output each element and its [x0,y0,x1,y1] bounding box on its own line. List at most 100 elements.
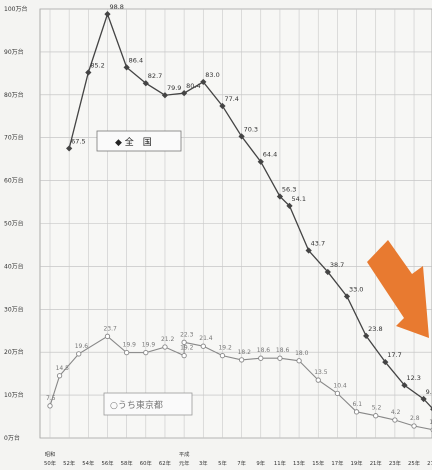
data-label-tokyo: 23.7 [103,325,117,332]
data-label-national: 17.7 [387,351,401,359]
data-label-national: 64.4 [263,151,277,159]
series-point-national [161,92,169,99]
y-tick-label: 70万台 [4,134,24,142]
x-tick-label: 60年 [140,459,153,467]
legend-box-tokyo [103,392,193,416]
data-label-tokyo: 18.2 [238,349,252,356]
y-tick-label: 10万台 [4,391,24,399]
series-point-tokyo [219,352,226,359]
data-label-tokyo: 1.9 [429,419,432,426]
series-point-national [123,64,130,71]
x-era-label: 昭和 [45,450,56,458]
series-point-national [219,102,226,110]
data-label-national: 67.5 [71,137,85,145]
y-tick-label: 0万台 [4,434,20,442]
series-point-national [66,145,73,152]
x-tick-label: 9年 [256,459,265,467]
legend-label-tokyo: ○うち東京都 [110,399,163,411]
data-label-tokyo: 19.2 [180,345,194,352]
x-era-label: 平成 [179,450,190,458]
data-label-national: 33.0 [349,285,363,293]
x-tick-label: 17年 [331,459,344,467]
data-label-national: 98.8 [109,3,123,11]
series-point-tokyo [162,344,168,350]
series-point-national [276,193,284,200]
data-label-national: 56.3 [282,185,296,193]
data-label-tokyo: 21.2 [161,336,175,343]
series-line-national [68,12,432,409]
legend-label-national: ◆ 全 国 [115,136,152,148]
series-point-tokyo [392,417,398,423]
x-tick-label: 元年 [179,459,190,467]
annotation-arrow [367,240,429,338]
series-point-national [85,69,92,76]
series-point-tokyo [373,413,379,419]
series-point-national [324,268,331,276]
series-point-tokyo [56,373,63,379]
x-tick-label: 19年 [351,459,364,467]
y-tick-label: 100万台 [4,5,27,13]
x-tick-label: 13年 [293,459,306,467]
data-label-tokyo: 19.2 [218,345,232,352]
series-point-tokyo [334,390,341,397]
data-label-tokyo: 6.1 [353,401,363,408]
data-label-national: 85.2 [90,61,104,69]
data-label-tokyo: 5.2 [372,405,382,412]
data-label-national: 80.4 [186,82,200,90]
x-tick-label: 27年 [427,459,432,467]
series-point-national [363,332,370,340]
series-point-national [401,382,408,389]
y-tick-label: 30万台 [4,305,24,313]
data-label-tokyo: 18.6 [257,347,271,354]
data-label-national: 70.3 [244,125,258,133]
data-label-national: 86.4 [129,56,143,64]
legend-box-national [96,130,182,152]
series-point-tokyo [123,349,130,356]
x-tick-label: 58年 [121,459,134,467]
series-point-national [382,358,389,366]
data-label-national: 54.1 [292,195,306,203]
data-label-national: 83.0 [205,71,219,79]
data-label-national: 77.4 [224,95,238,103]
y-tick-label: 20万台 [4,348,24,356]
series-point-tokyo [296,358,302,364]
x-tick-label: 21年 [370,459,383,467]
series-point-tokyo [47,403,53,409]
data-label-tokyo: 19.9 [142,342,156,349]
series-point-tokyo [181,352,187,359]
x-tick-label: 5年 [218,459,227,467]
series-point-tokyo [258,355,264,361]
y-tick-label: 40万台 [4,262,24,270]
series-point-national [343,293,351,300]
series-point-tokyo [181,339,187,345]
series-point-tokyo [353,409,360,415]
series-point-national [420,395,427,403]
data-label-tokyo: 4.2 [391,409,401,416]
series-point-tokyo [411,423,417,429]
x-tick-label: 11年 [274,459,287,467]
x-tick-label: 56年 [101,459,114,467]
data-label-tokyo: 22.3 [180,331,194,338]
data-label-tokyo: 18.0 [295,350,309,357]
series-point-national [181,89,188,97]
x-tick-label: 54年 [82,459,95,467]
series-point-tokyo [76,351,82,357]
data-label-tokyo: 13.5 [314,369,328,376]
x-tick-label: 50年 [44,459,57,467]
series-point-national [200,78,207,86]
x-tick-label: 7年 [237,459,246,467]
data-label-tokyo: 21.4 [199,335,213,342]
data-label-tokyo: 19.6 [75,343,89,350]
series-point-tokyo [315,377,321,383]
data-label-tokyo: 2.8 [410,415,420,422]
data-label-national: 9.1 [426,388,432,396]
y-tick-label: 90万台 [4,48,24,56]
data-label-national: 43.7 [311,240,325,248]
x-tick-label: 3年 [199,459,208,467]
data-label-tokyo: 10.4 [333,382,347,389]
data-label-national: 82.7 [148,72,162,80]
x-tick-label: 62年 [159,459,172,467]
data-label-tokyo: 19.9 [123,342,137,349]
data-label-national: 23.8 [368,325,382,333]
